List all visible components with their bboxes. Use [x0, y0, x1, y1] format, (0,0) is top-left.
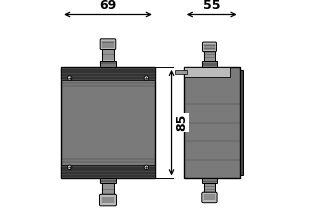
Circle shape [144, 165, 149, 169]
Circle shape [68, 165, 72, 169]
Bar [99, 178, 116, 183]
Bar [204, 183, 214, 194]
Text: 55: 55 [203, 0, 220, 12]
FancyBboxPatch shape [99, 194, 117, 206]
Bar [240, 70, 244, 175]
Bar [61, 165, 155, 178]
FancyBboxPatch shape [203, 42, 216, 52]
FancyBboxPatch shape [202, 192, 217, 203]
Bar [102, 183, 114, 196]
Text: 85: 85 [175, 114, 188, 131]
Bar [99, 61, 116, 67]
Bar [202, 61, 217, 67]
Bar [202, 178, 217, 183]
Bar [184, 67, 240, 178]
Bar [61, 67, 155, 178]
Circle shape [68, 76, 72, 80]
Circle shape [144, 76, 149, 80]
Bar [102, 48, 114, 61]
Bar [184, 67, 230, 77]
Text: 69: 69 [99, 0, 117, 12]
Bar [204, 51, 214, 61]
Bar [175, 70, 187, 74]
FancyBboxPatch shape [100, 39, 116, 50]
Bar [61, 67, 155, 80]
